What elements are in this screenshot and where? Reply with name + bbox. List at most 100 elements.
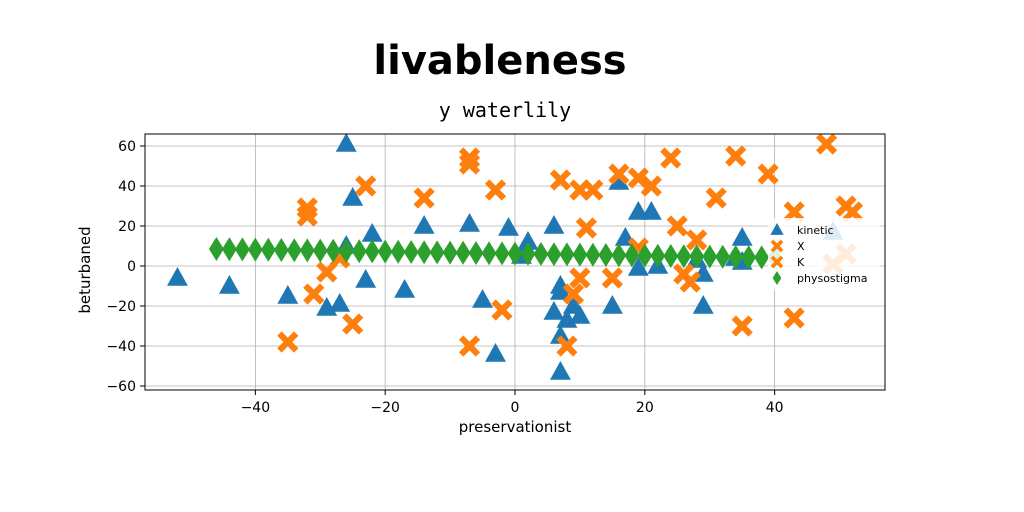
point-X	[458, 153, 481, 175]
point-physostigma	[533, 242, 549, 266]
legend-label: K	[797, 256, 805, 269]
point-X	[491, 299, 513, 321]
point-kinetic	[459, 213, 481, 232]
point-X	[296, 205, 318, 227]
point-X	[303, 283, 325, 305]
point-physostigma	[403, 240, 419, 264]
point-physostigma	[442, 240, 458, 265]
point-kinetic	[472, 289, 493, 308]
point-physostigma	[299, 238, 315, 263]
point-physostigma	[715, 244, 731, 269]
point-kinetic	[627, 257, 649, 276]
legend-label: physostigma	[797, 272, 867, 285]
point-X	[608, 163, 630, 185]
point-kinetic	[485, 343, 506, 362]
point-kinetic	[329, 293, 351, 312]
y-tick-label: −20	[106, 299, 136, 315]
point-physostigma	[260, 237, 276, 262]
point-kinetic	[549, 281, 571, 300]
point-physostigma	[377, 239, 393, 264]
point-kinetic	[394, 279, 416, 298]
point-kinetic	[569, 305, 591, 324]
point-physostigma	[624, 243, 640, 268]
point-physostigma	[208, 237, 224, 261]
legend-label: kinetic	[797, 224, 834, 237]
point-physostigma	[429, 240, 445, 265]
legend-marker-K	[770, 255, 784, 269]
point-X	[316, 261, 338, 283]
point-kinetic	[355, 269, 377, 288]
point-X	[731, 315, 753, 337]
point-X	[783, 307, 805, 329]
point-X	[549, 169, 572, 191]
x-axis-label: preservationist	[459, 418, 572, 436]
point-X	[666, 215, 688, 237]
point-physostigma	[676, 244, 692, 269]
point-X	[783, 201, 805, 223]
point-physostigma	[507, 241, 523, 266]
point-kinetic	[692, 295, 714, 314]
point-physostigma	[247, 237, 263, 262]
point-kinetic	[549, 361, 571, 380]
point-kinetic	[543, 301, 565, 320]
point-physostigma	[689, 244, 705, 269]
chart-title: y waterlily	[439, 98, 571, 122]
point-physostigma	[234, 237, 250, 262]
point-kinetic	[218, 275, 240, 294]
y-tick-label: 40	[118, 179, 136, 195]
series-physostigma	[208, 237, 783, 270]
point-X	[627, 167, 649, 189]
point-X	[757, 163, 779, 185]
point-physostigma	[221, 237, 237, 262]
point-kinetic	[517, 231, 539, 250]
point-physostigma	[273, 238, 289, 262]
point-physostigma	[416, 240, 432, 265]
chart-suptitle: livableness	[373, 38, 626, 84]
point-X	[342, 313, 364, 335]
point-kinetic	[342, 187, 364, 206]
point-kinetic	[543, 215, 565, 234]
point-kinetic	[277, 285, 299, 304]
point-physostigma	[351, 239, 367, 264]
point-physostigma	[455, 240, 471, 265]
x-tick-label: 0	[511, 400, 520, 416]
point-physostigma	[663, 244, 679, 268]
point-physostigma	[741, 245, 757, 270]
point-X	[277, 331, 299, 353]
point-physostigma	[650, 243, 666, 268]
y-axis-label: beturbaned	[76, 226, 94, 313]
point-kinetic	[549, 325, 571, 344]
point-physostigma	[637, 243, 653, 268]
point-X	[601, 267, 623, 289]
point-physostigma	[312, 238, 328, 263]
point-physostigma	[286, 238, 302, 263]
y-tick-label: −60	[106, 379, 136, 395]
point-X	[725, 145, 747, 167]
point-physostigma	[468, 241, 484, 265]
point-kinetic	[335, 133, 357, 152]
point-X	[562, 283, 585, 305]
point-X	[841, 201, 864, 223]
point-X	[575, 217, 597, 239]
legend-label: X	[797, 240, 805, 253]
series-X	[277, 133, 864, 357]
point-physostigma	[559, 242, 575, 267]
point-physostigma	[572, 242, 588, 267]
x-tick-label: 20	[636, 400, 654, 416]
point-physostigma	[585, 242, 601, 267]
point-physostigma	[611, 243, 627, 268]
point-physostigma	[481, 241, 497, 266]
y-axis-ticks: −60 −40 −20 0 20 40 60	[106, 139, 145, 395]
plot-frame	[144, 133, 886, 391]
point-kinetic	[601, 295, 623, 314]
y-tick-label: 20	[118, 219, 136, 235]
y-tick-label: 60	[118, 139, 136, 155]
point-X	[413, 187, 435, 209]
x-tick-label: −40	[241, 400, 271, 416]
point-X	[458, 335, 481, 357]
point-X	[556, 335, 578, 357]
point-kinetic	[413, 215, 435, 234]
point-physostigma	[364, 239, 380, 264]
